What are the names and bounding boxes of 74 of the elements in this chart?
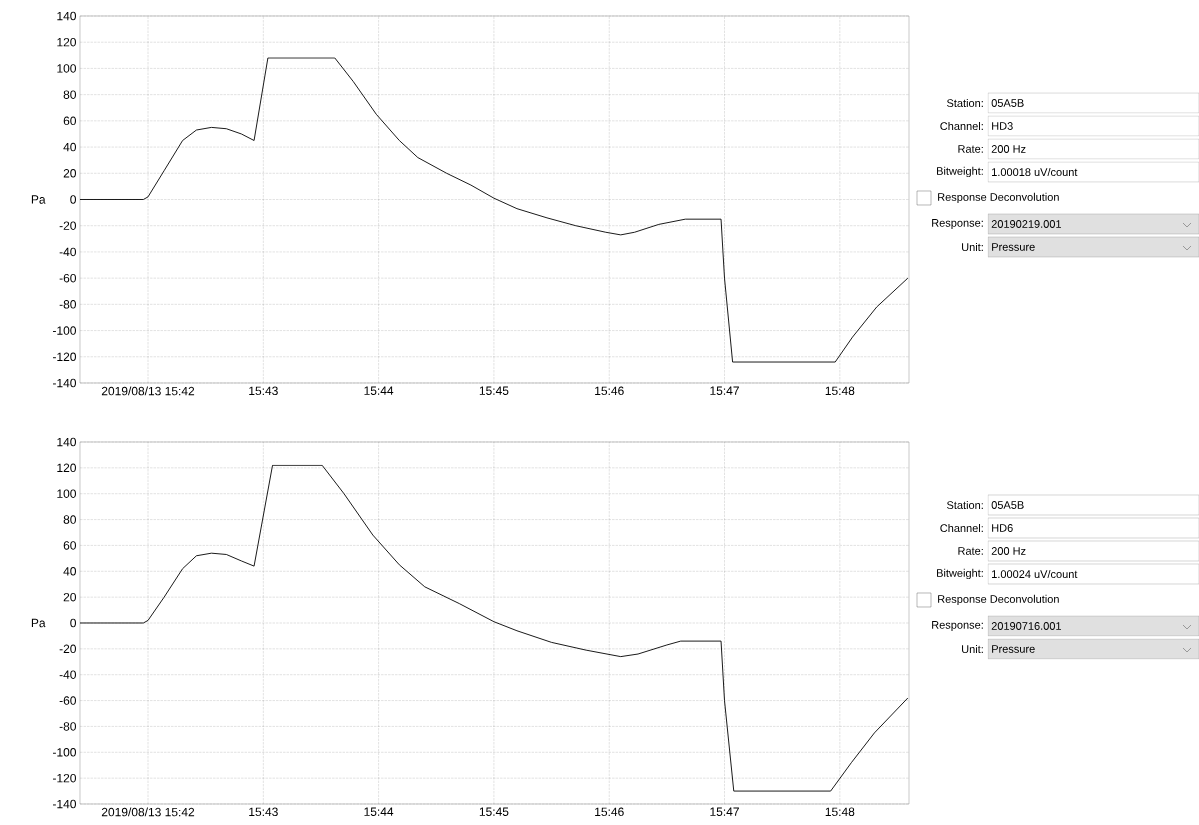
text: HD3	[992, 122, 1013, 130]
text: 20190219.001	[991, 220, 1062, 228]
y-tick-label: -120	[52, 773, 76, 783]
y-tick-label: 100	[57, 64, 76, 73]
text: Response:	[932, 621, 983, 631]
y-axis-title: Pa	[31, 618, 46, 628]
text: Station:	[947, 500, 983, 510]
y-tick-label: 80	[63, 90, 76, 99]
y-tick-label: 120	[57, 37, 76, 47]
x-tick-label: 15:46	[595, 807, 624, 817]
y-tick-label: 40	[63, 142, 76, 152]
text: Rate:	[958, 547, 983, 555]
text: 1.00024 uV/count	[992, 569, 1078, 579]
text: Pressure	[992, 243, 1035, 251]
y-tick-label: 20	[63, 169, 76, 178]
x-tick-label: 15:48	[825, 807, 855, 817]
text: 05A5B	[991, 99, 1024, 107]
y-tick-label: 60	[63, 541, 76, 550]
x-tick-label: 15:48	[825, 386, 855, 396]
y-tick-label: 0	[70, 195, 77, 204]
line-series	[80, 57, 909, 363]
x-tick-label: 15:47	[710, 807, 739, 816]
text: 200 Hz	[991, 547, 1026, 555]
y-tick-label: -80	[59, 300, 76, 309]
y-tick-label: -120	[52, 352, 76, 362]
x-tick-label: 2019/08/13 15:42	[101, 807, 195, 817]
text: Bitweight:	[937, 166, 983, 178]
text: Channel:	[940, 121, 983, 131]
y-tick-label: -100	[52, 748, 76, 757]
text: 1.00018 uV/count	[992, 167, 1078, 177]
text: Station:	[947, 98, 983, 108]
x-tick-label: 15:43	[249, 807, 278, 817]
x-tick-label: 15:45	[479, 807, 509, 816]
y-tick-label: -40	[59, 247, 76, 257]
text: Unit:	[962, 242, 983, 252]
x-tick-label: 15:44	[364, 807, 394, 816]
y-tick-label: 0	[70, 618, 77, 628]
text: Response Deconvolution	[938, 594, 1059, 606]
y-tick-label: -80	[59, 722, 76, 731]
y-tick-label: 140	[57, 11, 76, 21]
text: Response:	[932, 219, 983, 229]
y-tick-label: 20	[63, 592, 76, 602]
y-tick-label: -100	[52, 326, 76, 335]
y-tick-label: 40	[63, 567, 76, 576]
y-tick-label: -140	[52, 378, 76, 388]
y-axis-title: Pa	[31, 195, 46, 204]
y-tick-label: 140	[57, 437, 76, 447]
y-tick-label: -40	[59, 670, 76, 679]
text: Channel:	[940, 523, 983, 533]
text: 05A5B	[991, 501, 1024, 509]
x-tick-label: 15:44	[364, 386, 394, 395]
x-tick-label: 15:47	[710, 386, 739, 395]
x-tick-label: 15:43	[249, 386, 278, 396]
line-series	[80, 464, 909, 792]
text: Unit:	[962, 644, 983, 654]
text: Response Deconvolution	[938, 192, 1059, 204]
text: 200 Hz	[991, 145, 1026, 153]
x-tick-label: 15:46	[595, 386, 624, 396]
text: 20190716.001	[991, 622, 1062, 630]
y-tick-label: 60	[63, 116, 76, 126]
text: Bitweight:	[937, 568, 983, 580]
y-tick-label: -20	[59, 221, 76, 230]
y-tick-label: -60	[59, 273, 76, 283]
x-tick-label: 15:45	[479, 386, 509, 395]
y-tick-label: 120	[57, 463, 76, 473]
y-tick-label: 100	[57, 489, 76, 498]
y-tick-label: 80	[63, 515, 76, 524]
x-tick-label: 2019/08/13 15:42	[101, 386, 195, 396]
y-tick-label: -140	[52, 799, 76, 809]
y-tick-label: -20	[59, 644, 76, 654]
text: HD6	[992, 524, 1013, 532]
text: Rate:	[958, 145, 983, 153]
text: Pressure	[992, 645, 1035, 653]
y-tick-label: -60	[59, 696, 76, 705]
